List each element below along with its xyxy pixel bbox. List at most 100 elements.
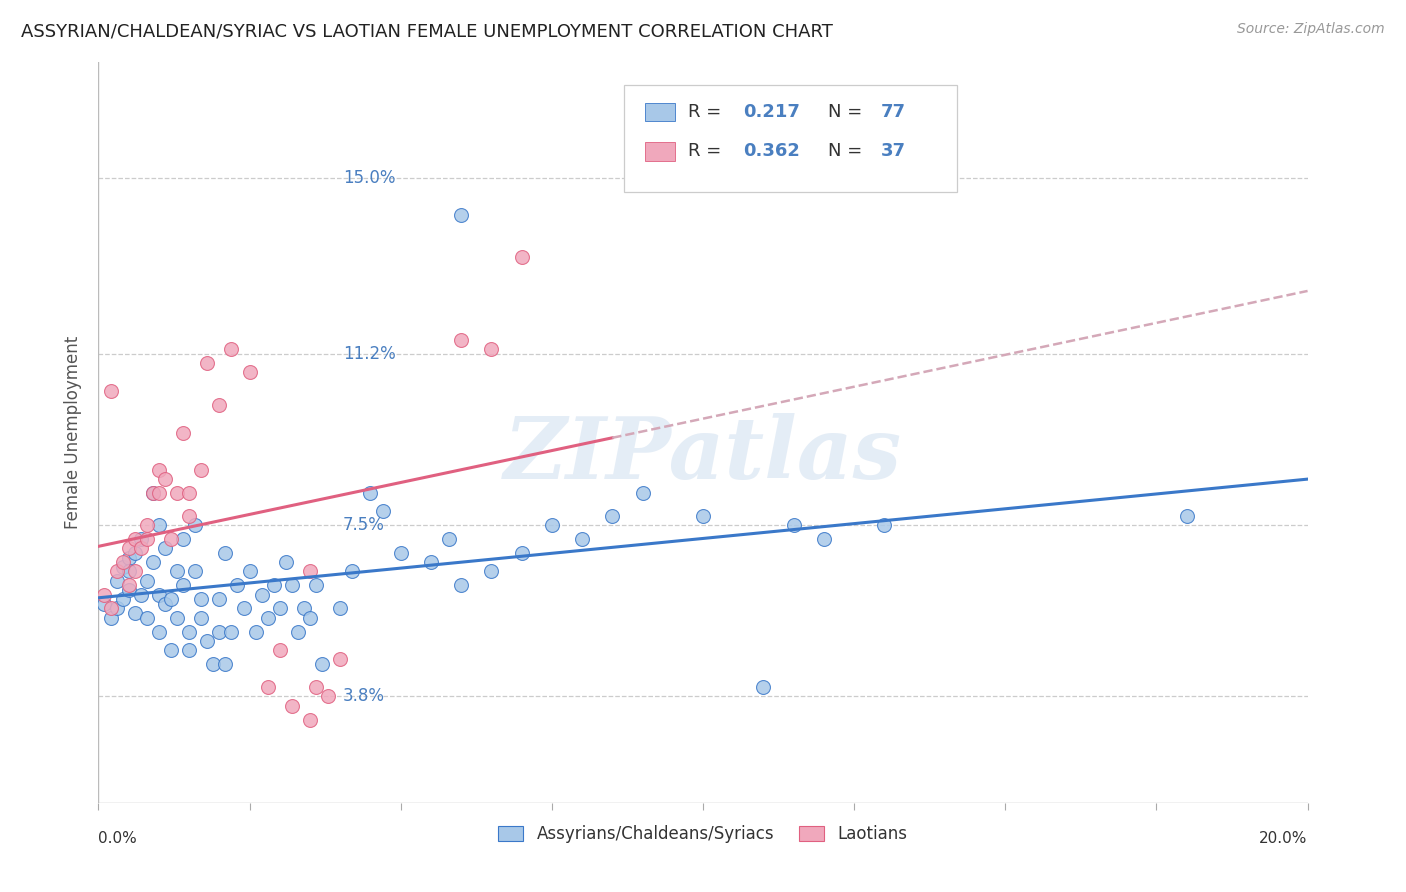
Point bbox=[389, 546, 412, 560]
Point bbox=[118, 565, 141, 579]
Point bbox=[129, 541, 152, 556]
Point bbox=[437, 532, 460, 546]
Point bbox=[269, 601, 291, 615]
Point bbox=[239, 565, 262, 579]
Point bbox=[179, 643, 201, 657]
Point bbox=[214, 657, 236, 671]
Point bbox=[148, 485, 170, 500]
Point bbox=[124, 606, 146, 620]
Point bbox=[124, 546, 146, 560]
Point bbox=[287, 624, 309, 639]
Point bbox=[153, 472, 176, 486]
Point bbox=[172, 532, 194, 546]
Y-axis label: Female Unemployment: Female Unemployment bbox=[63, 336, 82, 529]
Point bbox=[148, 518, 170, 533]
Point bbox=[129, 532, 152, 546]
Point bbox=[208, 624, 231, 639]
Point bbox=[166, 611, 188, 625]
Point bbox=[135, 574, 157, 588]
Point bbox=[195, 633, 218, 648]
Text: ZIPatlas: ZIPatlas bbox=[503, 413, 903, 497]
Text: 3.8%: 3.8% bbox=[343, 688, 385, 706]
Point bbox=[135, 532, 157, 546]
Point bbox=[360, 485, 382, 500]
Point bbox=[1175, 508, 1198, 523]
Point bbox=[105, 565, 128, 579]
Point bbox=[245, 624, 267, 639]
FancyBboxPatch shape bbox=[645, 103, 675, 121]
Point bbox=[202, 657, 225, 671]
Point bbox=[571, 532, 593, 546]
Text: Source: ZipAtlas.com: Source: ZipAtlas.com bbox=[1237, 22, 1385, 37]
Point bbox=[481, 343, 503, 357]
Text: 77: 77 bbox=[880, 103, 905, 121]
Text: 11.2%: 11.2% bbox=[343, 345, 395, 363]
Point bbox=[93, 597, 115, 611]
Point bbox=[179, 485, 201, 500]
Point bbox=[783, 518, 806, 533]
Point bbox=[100, 611, 122, 625]
Point bbox=[142, 555, 165, 569]
Point bbox=[190, 462, 212, 476]
Point bbox=[148, 462, 170, 476]
Point bbox=[118, 578, 141, 592]
Point bbox=[305, 680, 328, 694]
Point bbox=[281, 698, 304, 713]
Point bbox=[450, 333, 472, 347]
Point bbox=[124, 565, 146, 579]
Point bbox=[602, 508, 624, 523]
Point bbox=[752, 680, 775, 694]
Text: R =: R = bbox=[689, 143, 727, 161]
Point bbox=[226, 578, 249, 592]
Text: R =: R = bbox=[689, 103, 727, 121]
FancyBboxPatch shape bbox=[645, 142, 675, 161]
Point bbox=[342, 565, 364, 579]
Point bbox=[540, 518, 562, 533]
Point bbox=[692, 508, 714, 523]
Point bbox=[256, 680, 278, 694]
Point bbox=[111, 559, 134, 574]
Point bbox=[190, 592, 212, 607]
Point bbox=[281, 578, 304, 592]
Text: 7.5%: 7.5% bbox=[343, 516, 385, 534]
Point bbox=[142, 485, 165, 500]
Point bbox=[195, 356, 218, 370]
Point bbox=[153, 541, 176, 556]
Point bbox=[142, 485, 165, 500]
Point bbox=[269, 643, 291, 657]
Point bbox=[118, 550, 141, 565]
FancyBboxPatch shape bbox=[624, 85, 957, 192]
Point bbox=[299, 611, 322, 625]
Point bbox=[316, 690, 339, 704]
Point bbox=[208, 398, 231, 412]
Text: ASSYRIAN/CHALDEAN/SYRIAC VS LAOTIAN FEMALE UNEMPLOYMENT CORRELATION CHART: ASSYRIAN/CHALDEAN/SYRIAC VS LAOTIAN FEMA… bbox=[21, 22, 832, 40]
Text: N =: N = bbox=[828, 103, 868, 121]
Point bbox=[263, 578, 285, 592]
Point bbox=[631, 485, 654, 500]
Point bbox=[299, 713, 322, 727]
Point bbox=[305, 578, 328, 592]
Point bbox=[329, 652, 352, 666]
Point bbox=[450, 208, 472, 222]
Point bbox=[292, 601, 315, 615]
Point bbox=[232, 601, 254, 615]
Point bbox=[100, 601, 122, 615]
Point bbox=[153, 597, 176, 611]
Point bbox=[329, 601, 352, 615]
Text: N =: N = bbox=[828, 143, 868, 161]
Point bbox=[179, 508, 201, 523]
Point bbox=[311, 657, 333, 671]
Point bbox=[124, 532, 146, 546]
Text: 0.0%: 0.0% bbox=[98, 830, 138, 846]
Point bbox=[148, 588, 170, 602]
Point bbox=[221, 624, 243, 639]
Text: 37: 37 bbox=[880, 143, 905, 161]
Point bbox=[250, 588, 273, 602]
Point bbox=[135, 518, 157, 533]
Point bbox=[481, 565, 503, 579]
Point bbox=[179, 624, 201, 639]
Point bbox=[221, 343, 243, 357]
Point bbox=[510, 546, 533, 560]
Point bbox=[873, 518, 896, 533]
Point bbox=[256, 611, 278, 625]
